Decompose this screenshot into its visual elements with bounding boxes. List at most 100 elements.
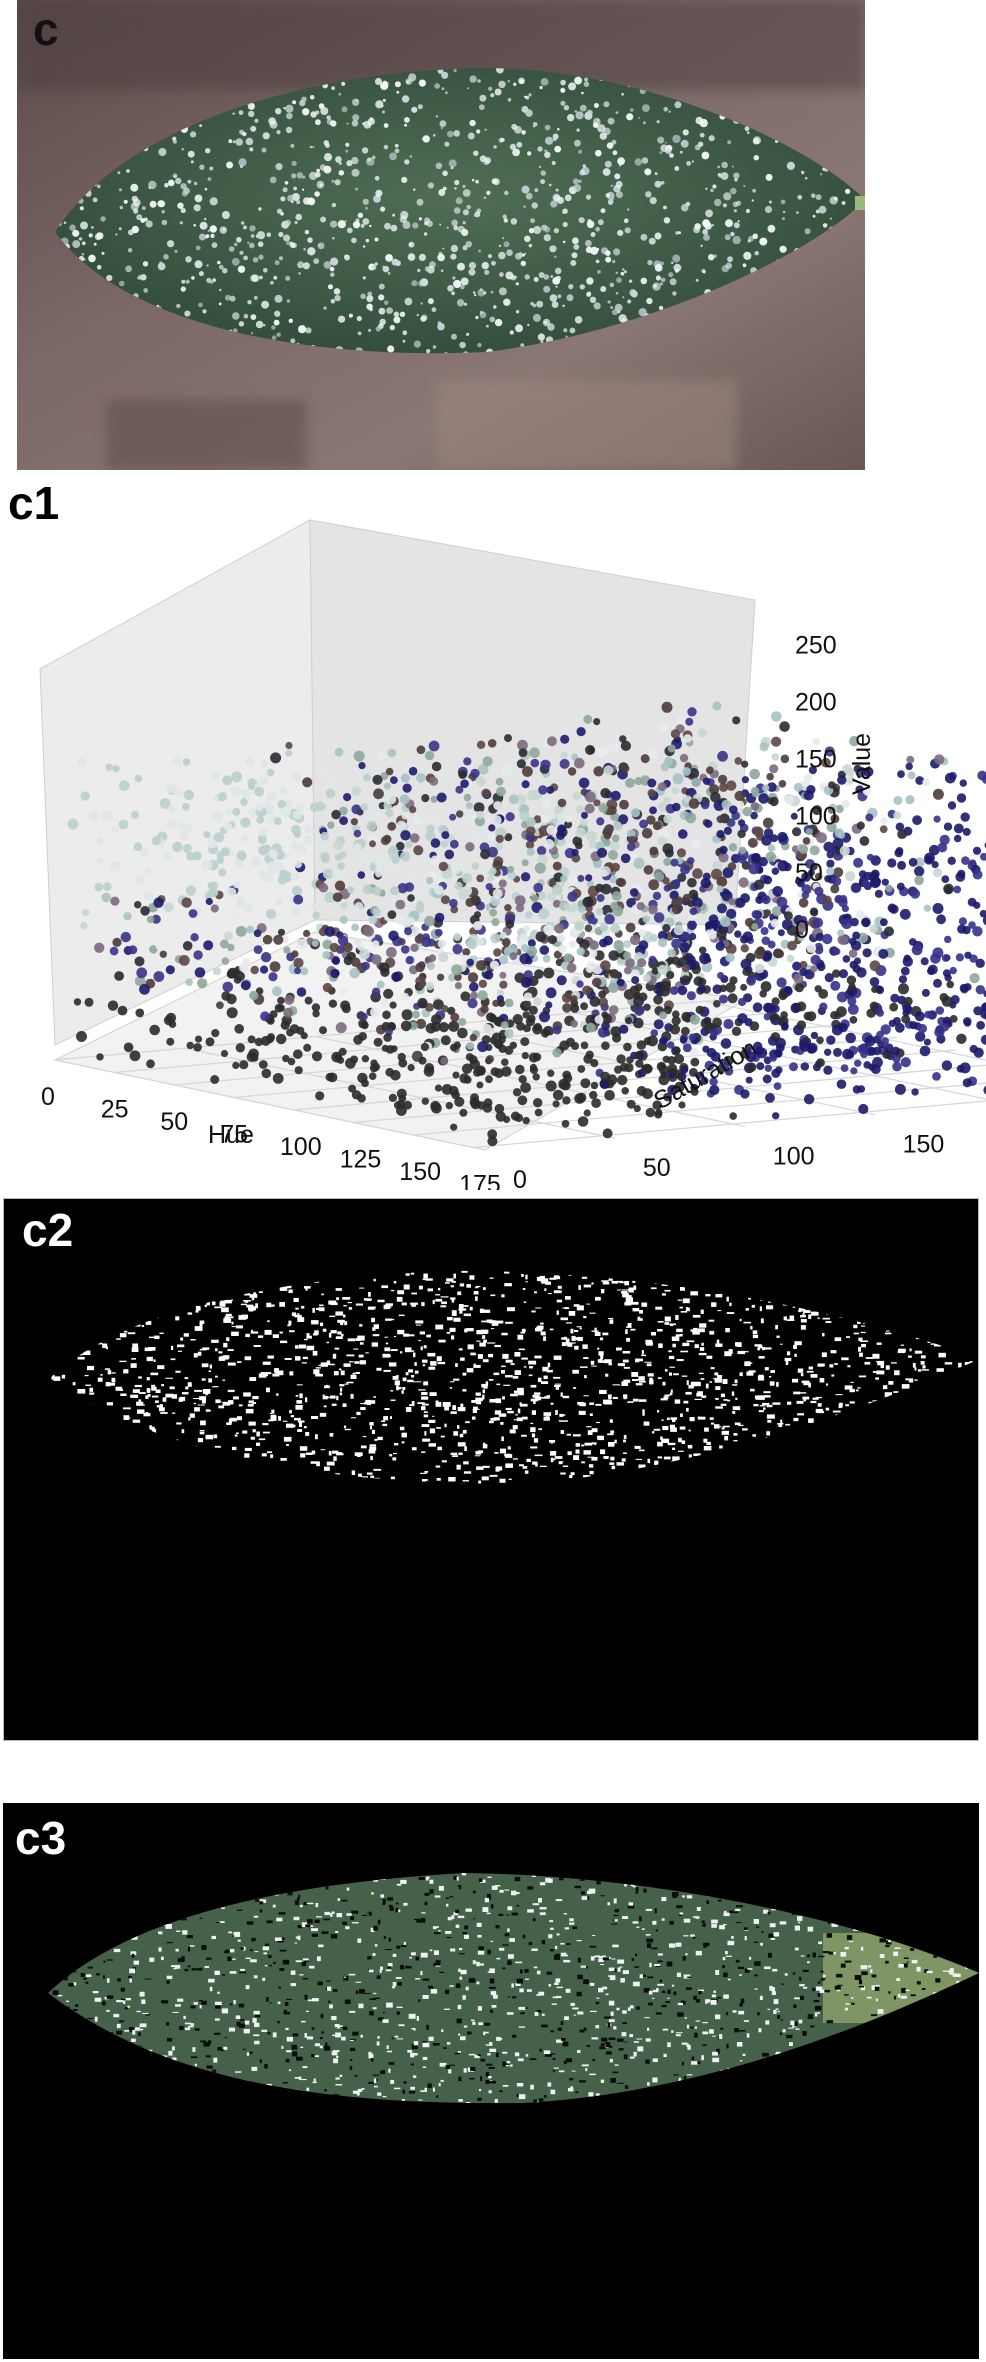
mask-pixel — [392, 1457, 397, 1461]
mask-pixel — [680, 1413, 683, 1417]
scatter-point — [682, 767, 691, 776]
scatter-point — [159, 798, 171, 809]
frost-crystal — [527, 323, 530, 327]
mask-pixel — [642, 1409, 645, 1414]
frost-crystal — [695, 278, 699, 282]
mask-pixel — [748, 1289, 753, 1294]
mask-pixel — [167, 1470, 171, 1475]
scatter-point — [481, 1024, 493, 1035]
mask-pixel — [59, 1398, 65, 1402]
mask-pixel — [589, 1312, 596, 1314]
frost-crystal — [224, 294, 231, 301]
mask-pixel — [603, 1456, 609, 1459]
scatter-point — [751, 910, 761, 919]
mask-pixel — [698, 1352, 707, 1356]
scatter-point — [296, 803, 305, 812]
scatter-point — [754, 963, 765, 974]
scatter-point — [679, 1036, 688, 1044]
scatter-point — [567, 891, 578, 902]
scatter-point — [633, 992, 641, 1000]
scatter-point — [905, 762, 913, 771]
scatter-point — [891, 1046, 901, 1056]
scatter-point — [712, 860, 723, 872]
frost-crystal — [742, 263, 747, 268]
scatter-point — [833, 867, 844, 878]
scatter-point — [677, 873, 687, 882]
scatter-point — [953, 823, 964, 834]
scatter-point — [980, 1009, 986, 1019]
mask-pixel — [475, 1264, 481, 1268]
scatter-point — [331, 1051, 343, 1063]
scatter-point — [924, 1010, 932, 1019]
mask-pixel — [583, 1497, 589, 1500]
scatter-point — [420, 1042, 429, 1052]
scatter-point — [312, 902, 322, 911]
mask-pixel — [766, 1431, 771, 1436]
scatter-point — [673, 925, 684, 936]
mask-pixel — [903, 1307, 907, 1311]
mask-pixel — [265, 1488, 268, 1489]
frost-crystal — [355, 218, 360, 223]
mask-pixel — [621, 1289, 629, 1291]
frost-crystal — [455, 197, 463, 205]
scatter-point — [677, 985, 688, 996]
scatter-point — [449, 813, 457, 821]
scatter-point — [823, 1065, 833, 1075]
mask-pixel — [877, 1441, 885, 1445]
scatter-point — [790, 812, 798, 820]
mask-pixel — [801, 1440, 808, 1445]
frost-crystal — [525, 192, 533, 200]
scatter-point — [824, 1048, 832, 1056]
scatter-point — [213, 832, 224, 843]
mask-pixel — [23, 1387, 28, 1391]
scatter-point — [481, 788, 491, 798]
mask-pixel — [348, 1307, 353, 1310]
mask-pixel — [77, 1389, 86, 1394]
frost-crystal — [330, 220, 338, 228]
scatter-point — [448, 973, 457, 982]
mask-pixel — [908, 1355, 912, 1358]
mask-pixel — [247, 1469, 252, 1472]
scatter-point — [723, 826, 733, 835]
frost-crystal — [549, 245, 557, 253]
mask-pixel — [337, 1331, 342, 1335]
scatter-point — [460, 779, 469, 788]
scatter-point — [798, 898, 809, 908]
frost-crystal — [136, 214, 143, 221]
frost-crystal — [592, 117, 601, 126]
mask-pixel — [805, 1448, 810, 1452]
frost-crystal — [660, 277, 666, 283]
frost-crystal — [657, 136, 665, 144]
mask-pixel — [80, 1497, 88, 1499]
scatter-point — [585, 874, 593, 882]
frost-crystal — [538, 272, 545, 278]
frost-crystal — [193, 181, 198, 186]
mask-pixel — [105, 1476, 112, 1481]
frost-crystal — [271, 335, 277, 341]
scatter-point — [742, 806, 753, 817]
mask-pixel — [796, 1400, 804, 1404]
scatter-point — [692, 897, 703, 909]
scatter-point — [372, 907, 381, 917]
mask-pixel — [157, 1365, 165, 1370]
scatter-point — [608, 950, 619, 961]
scatter-point — [579, 939, 590, 950]
frost-crystal — [241, 221, 245, 225]
frost-crystal — [261, 300, 270, 309]
mask-pixel — [247, 1403, 254, 1407]
frost-crystal — [310, 111, 317, 118]
mask-pixel — [432, 1299, 435, 1305]
mask-pixel — [908, 1492, 916, 1493]
mask-pixel — [175, 1286, 182, 1290]
mask-pixel — [123, 1407, 131, 1410]
frost-crystal — [174, 249, 178, 253]
scatter-point — [611, 891, 622, 901]
scatter-point — [257, 835, 267, 844]
scatter-point — [407, 894, 415, 902]
scatter-point — [704, 1060, 715, 1071]
frost-crystal — [232, 312, 240, 320]
frost-crystal — [515, 282, 519, 286]
scatter-point — [746, 1062, 757, 1072]
scatter-point — [584, 791, 596, 803]
mask-pixel — [15, 1312, 21, 1316]
